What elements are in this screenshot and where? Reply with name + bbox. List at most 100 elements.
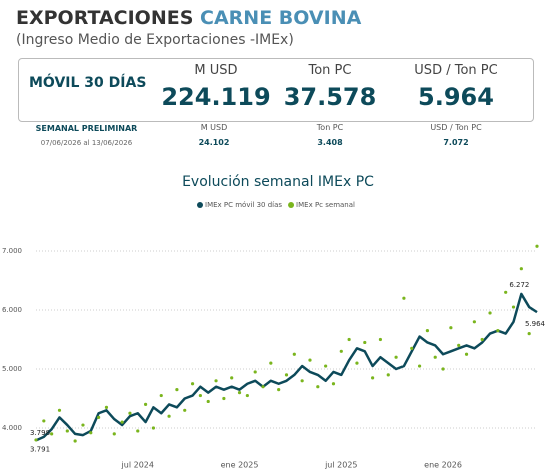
line — [35, 292, 538, 442]
point — [269, 361, 273, 365]
point — [277, 388, 281, 392]
point — [167, 414, 171, 418]
point — [504, 290, 508, 294]
point — [120, 420, 124, 424]
point — [222, 396, 226, 401]
point — [324, 364, 328, 368]
point — [159, 393, 163, 398]
legend-label: IMEx Pc semanal — [296, 201, 355, 209]
point — [34, 438, 38, 442]
point — [480, 337, 484, 342]
kpi-value: 37.578 — [283, 83, 377, 111]
point — [402, 296, 406, 300]
point — [81, 423, 85, 427]
kpi-header: Ton PC — [308, 63, 352, 78]
point — [183, 408, 187, 412]
point — [433, 355, 437, 359]
point — [535, 244, 539, 248]
weekly-period: 07/06/2026 al 13/06/2026 — [40, 139, 133, 147]
point — [331, 382, 336, 386]
point — [527, 332, 531, 336]
x-tick-label: ene 2026 — [424, 461, 462, 470]
point — [284, 373, 289, 377]
data-label: 3.791 — [30, 445, 50, 453]
point — [50, 432, 54, 436]
point — [198, 393, 202, 398]
point — [175, 388, 179, 392]
point — [394, 355, 398, 359]
weekly-header: USD / Ton PC — [430, 123, 482, 132]
weekly-label: SEMANAL PRELIMINAR — [35, 124, 138, 133]
weekly-value: 24.102 — [198, 138, 230, 147]
point — [112, 432, 116, 436]
point — [457, 343, 461, 347]
weekly-header: M USD — [200, 123, 228, 132]
data-label: 6.272 — [509, 281, 529, 289]
point — [371, 376, 375, 380]
point — [151, 426, 156, 430]
point — [65, 429, 69, 433]
point — [511, 305, 516, 309]
legend-marker — [288, 202, 295, 208]
point — [363, 340, 367, 345]
point — [206, 399, 210, 404]
weekly-value: 7.072 — [443, 138, 469, 147]
point — [519, 267, 523, 271]
y-tick-label: 4.000 — [2, 424, 22, 432]
point — [488, 311, 492, 315]
data-label: 5.964 — [525, 320, 546, 328]
x-tick-label: jul 2024 — [121, 461, 154, 470]
point — [378, 337, 383, 342]
point — [143, 402, 148, 406]
point — [308, 358, 312, 362]
y-tick-label: 7.000 — [2, 247, 22, 255]
point — [73, 439, 77, 443]
point — [104, 405, 109, 409]
point — [355, 361, 359, 365]
kpi-label: MÓVIL 30 DÍAS — [29, 75, 147, 91]
point — [89, 431, 93, 435]
title-main: EXPORTACIONES — [16, 7, 194, 29]
y-tick-label: 6.000 — [2, 306, 22, 314]
point — [190, 382, 195, 386]
y-tick-label: 5.000 — [2, 365, 22, 373]
point — [410, 346, 414, 350]
point — [339, 349, 343, 353]
point — [97, 415, 101, 419]
point — [57, 408, 62, 412]
point — [386, 373, 390, 377]
point — [214, 379, 218, 383]
title-accent: CARNE BOVINA — [200, 7, 362, 29]
title: EXPORTACIONES CARNE BOVINA — [16, 7, 361, 29]
legend-label: IMEx PC móvil 30 días — [205, 201, 282, 209]
kpi-value: 5.964 — [418, 83, 494, 111]
point — [425, 329, 430, 333]
legend-marker — [197, 202, 203, 208]
weekly-header: Ton PC — [316, 123, 344, 132]
point — [261, 385, 265, 389]
point — [449, 326, 453, 330]
point — [417, 364, 422, 368]
point — [237, 391, 242, 395]
kpi-box: MÓVIL 30 DÍAS M USD 224.119 Ton PC 37.57… — [18, 58, 534, 122]
data-label: 3.798 — [30, 429, 50, 437]
point — [464, 352, 469, 356]
weekly-value: 3.408 — [317, 138, 343, 147]
kpi-header: USD / Ton PC — [414, 63, 498, 78]
kpi-header: M USD — [194, 63, 238, 78]
x-tick-label: jul 2025 — [324, 461, 357, 470]
point — [128, 411, 132, 415]
point — [42, 419, 46, 423]
point — [245, 393, 249, 398]
point — [316, 385, 320, 389]
chart-title: Evolución semanal IMEx PC — [182, 174, 374, 190]
subtitle: (Ingreso Medio de Exportaciones -IMEx) — [16, 32, 294, 48]
point — [472, 320, 476, 324]
point — [496, 329, 500, 333]
point — [253, 370, 257, 374]
kpi-value: 224.119 — [161, 83, 271, 111]
point — [441, 367, 445, 371]
point — [136, 429, 140, 433]
point — [347, 337, 351, 342]
